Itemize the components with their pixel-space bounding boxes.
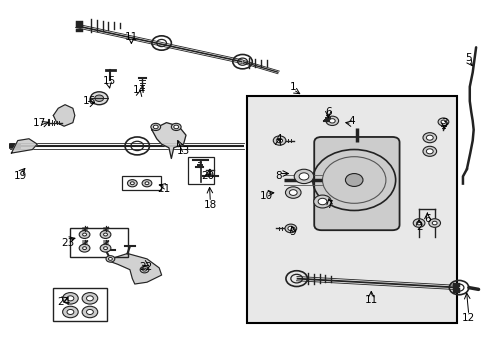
Text: 10: 10 — [259, 191, 272, 201]
Text: 6: 6 — [423, 215, 430, 224]
Circle shape — [426, 149, 432, 154]
Circle shape — [325, 116, 338, 126]
Polygon shape — [152, 123, 185, 158]
Text: 6: 6 — [325, 107, 331, 117]
Text: 7: 7 — [325, 200, 332, 210]
Text: 13: 13 — [177, 146, 190, 156]
Polygon shape — [53, 105, 75, 126]
Text: 1: 1 — [289, 82, 296, 92]
Circle shape — [329, 119, 334, 123]
FancyBboxPatch shape — [246, 96, 456, 323]
Circle shape — [431, 221, 436, 225]
Circle shape — [130, 182, 134, 185]
Text: 21: 21 — [157, 184, 170, 194]
Circle shape — [153, 125, 158, 129]
Circle shape — [79, 230, 90, 238]
Circle shape — [318, 198, 326, 205]
Circle shape — [100, 230, 111, 238]
Circle shape — [422, 146, 436, 156]
FancyBboxPatch shape — [314, 137, 399, 230]
Text: 22: 22 — [139, 262, 152, 272]
Text: 19: 19 — [14, 171, 27, 181]
Circle shape — [287, 226, 293, 230]
Circle shape — [82, 233, 86, 236]
Circle shape — [142, 180, 152, 187]
Circle shape — [82, 247, 86, 249]
Circle shape — [95, 95, 103, 102]
Text: 12: 12 — [461, 313, 474, 323]
Text: 4: 4 — [348, 116, 354, 126]
Text: 3: 3 — [440, 118, 447, 128]
Circle shape — [276, 138, 282, 143]
Circle shape — [79, 244, 90, 252]
Circle shape — [145, 182, 149, 185]
Circle shape — [103, 247, 107, 249]
Circle shape — [67, 296, 74, 301]
Circle shape — [142, 268, 146, 271]
Text: 24: 24 — [58, 297, 71, 307]
Circle shape — [86, 310, 93, 315]
Polygon shape — [11, 139, 37, 153]
Circle shape — [106, 256, 115, 262]
Circle shape — [82, 293, 98, 304]
Text: 4: 4 — [275, 134, 282, 144]
Circle shape — [285, 187, 301, 198]
Circle shape — [108, 257, 112, 260]
Text: 20: 20 — [201, 171, 214, 181]
Circle shape — [173, 125, 178, 129]
Text: 17: 17 — [33, 118, 46, 128]
Text: 11: 11 — [124, 32, 138, 41]
Text: 18: 18 — [203, 200, 217, 210]
Text: 16: 16 — [82, 96, 96, 106]
Circle shape — [313, 195, 330, 208]
Circle shape — [127, 180, 137, 187]
Text: 9: 9 — [288, 227, 295, 237]
Polygon shape — [108, 253, 161, 284]
Circle shape — [62, 293, 78, 304]
Circle shape — [82, 306, 98, 318]
Circle shape — [273, 136, 285, 145]
Circle shape — [428, 219, 440, 227]
Text: 14: 14 — [133, 85, 146, 95]
Circle shape — [103, 233, 107, 236]
Circle shape — [422, 133, 436, 143]
Circle shape — [299, 173, 308, 180]
Circle shape — [440, 120, 445, 124]
Text: 5: 5 — [465, 53, 471, 63]
Circle shape — [285, 224, 296, 233]
Text: 2: 2 — [415, 222, 422, 231]
Circle shape — [86, 296, 93, 301]
Circle shape — [345, 174, 362, 186]
Text: 15: 15 — [102, 76, 115, 86]
Text: 23: 23 — [61, 238, 75, 248]
Circle shape — [90, 92, 108, 105]
Circle shape — [416, 221, 421, 225]
Circle shape — [294, 169, 313, 184]
Circle shape — [171, 123, 181, 131]
Circle shape — [151, 123, 160, 131]
Circle shape — [62, 306, 78, 318]
Circle shape — [100, 244, 111, 252]
Circle shape — [412, 219, 424, 227]
Circle shape — [437, 118, 448, 126]
Circle shape — [140, 266, 149, 273]
Circle shape — [426, 135, 432, 140]
Text: 11: 11 — [364, 295, 377, 305]
Text: 8: 8 — [275, 171, 282, 181]
Circle shape — [289, 190, 297, 195]
Circle shape — [67, 310, 74, 315]
